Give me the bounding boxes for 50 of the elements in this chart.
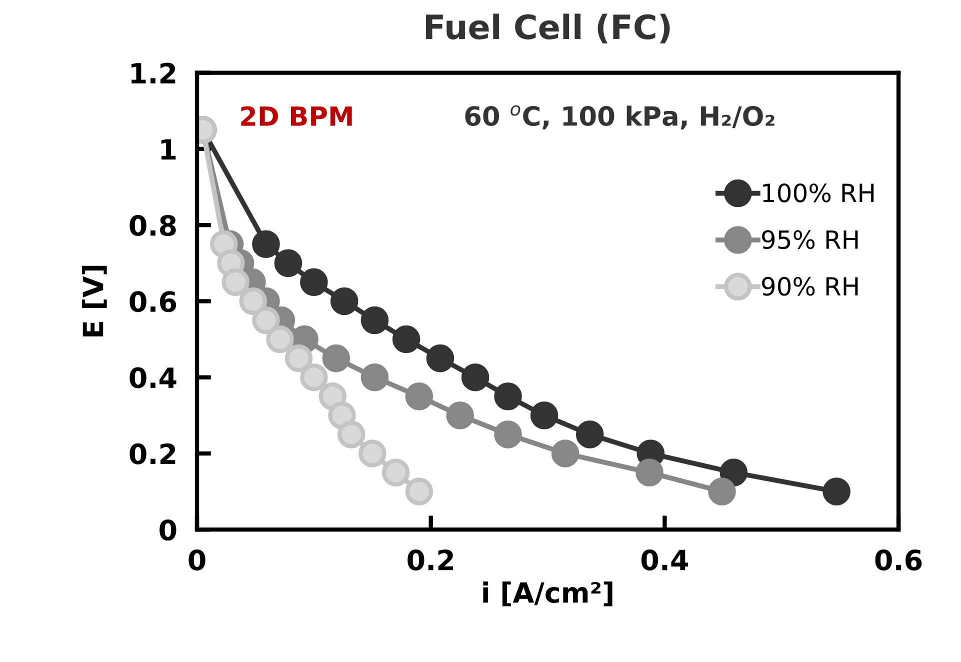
y-tick-label: 0 (160, 520, 176, 541)
y-tick-label: 0.8 (130, 215, 176, 236)
point (636, 458, 664, 486)
point (708, 478, 736, 506)
point (322, 344, 350, 372)
y-tick-label: 0.4 (130, 367, 176, 388)
x-tick-label: 0.4 (641, 550, 688, 571)
y-tick-label: 0.6 (130, 291, 176, 312)
annotation: 2D BPM (241, 106, 352, 126)
point (252, 306, 280, 334)
point (222, 268, 250, 296)
x-tick-label: 0.6 (875, 550, 922, 571)
legend-label: 100% RH (763, 183, 874, 202)
y-tick-label: 0.2 (130, 443, 176, 464)
point (405, 478, 434, 506)
legend-label: 95% RH (762, 230, 858, 250)
point (720, 458, 748, 486)
point (530, 402, 558, 430)
point (494, 382, 522, 410)
point (405, 382, 434, 410)
point (330, 287, 358, 316)
point (461, 363, 490, 392)
annotation: 60 $^{o}$C, 100 kPa, H₂/O₂ (465, 105, 774, 130)
point (494, 420, 522, 448)
point (239, 287, 268, 316)
y-axis-title: E [V] (82, 266, 107, 336)
point (300, 363, 328, 392)
legend-label: 90% RH (762, 276, 858, 296)
point (360, 306, 389, 334)
point (274, 249, 302, 278)
point (337, 420, 366, 448)
point (266, 325, 294, 354)
x-tick-label: 0.2 (408, 550, 454, 571)
point (252, 230, 280, 258)
point (284, 344, 313, 372)
x-axis-title: i [A/cm²] (483, 581, 612, 606)
chart-title: Fuel Cell (FC) (426, 14, 670, 44)
point (392, 325, 420, 354)
point (358, 440, 386, 468)
point (576, 420, 604, 448)
x-tick-label: 0 (188, 550, 206, 571)
point (551, 440, 580, 468)
point (822, 478, 850, 506)
point (426, 344, 454, 372)
point (360, 363, 389, 392)
point (446, 402, 474, 430)
point (300, 268, 328, 296)
point (382, 458, 410, 486)
y-tick-label: 1.2 (131, 62, 176, 84)
y-tick-label: 1 (161, 139, 176, 160)
